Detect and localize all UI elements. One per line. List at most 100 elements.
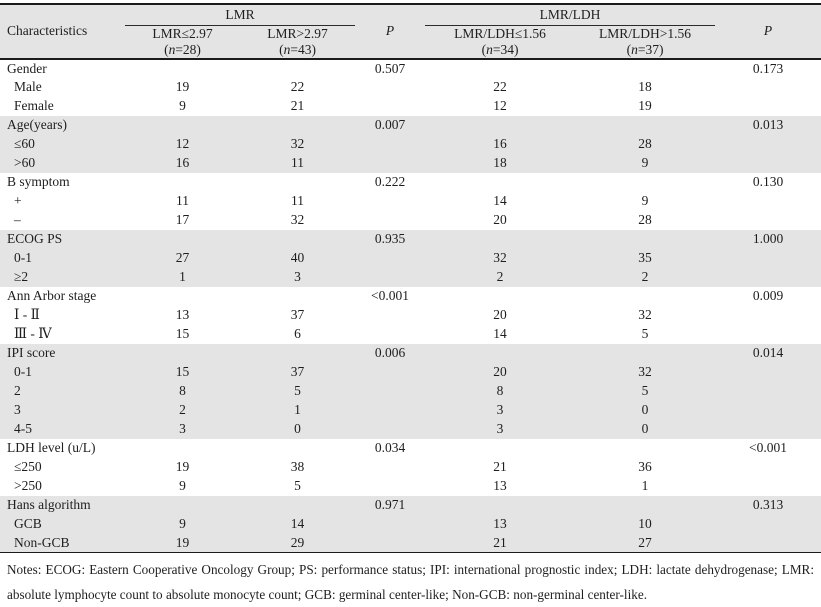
- empty-cell: [425, 173, 575, 192]
- row-label: Male: [14, 79, 42, 94]
- empty-cell: [125, 229, 240, 249]
- group-row-ecog-ps: ECOG PS 0.935 1.000: [0, 229, 821, 249]
- cell-value: 21: [425, 533, 576, 553]
- empty-cell: [715, 267, 821, 287]
- empty-cell: [575, 229, 716, 249]
- row-label: Ⅰ - Ⅱ: [14, 307, 40, 322]
- cell-value: 9: [575, 153, 716, 173]
- empty-cell: [425, 287, 575, 306]
- cell-value: 20: [425, 362, 576, 382]
- cell-value: 36: [638, 459, 652, 474]
- empty-cell: [715, 325, 821, 344]
- cell-value: 15: [175, 326, 190, 341]
- empty-cell: [715, 306, 821, 325]
- cell-value: 2: [575, 267, 716, 287]
- cell-value: 9: [179, 98, 186, 113]
- cell-value: 20: [493, 307, 507, 322]
- empty-cell: [355, 153, 426, 173]
- row-label: LDH level (u/L): [7, 440, 96, 455]
- data-row-ldh-le250: ≤250 19 38 21 36: [0, 458, 821, 477]
- data-row-age-gt60: >60 16 11 18 9: [0, 153, 821, 173]
- empty-cell: [575, 439, 715, 458]
- cell-p-value: 0.014: [715, 343, 821, 363]
- col-header-label: LMR/LDH≤1.56: [454, 25, 546, 41]
- cell-value: 21: [290, 98, 305, 113]
- group-row-ipi-score: IPI score 0.006 0.014: [0, 343, 821, 363]
- empty-cell: [355, 362, 426, 382]
- empty-cell: [240, 173, 355, 192]
- data-row-stage-3-4: Ⅲ - Ⅳ 15 6 14 5: [0, 325, 821, 344]
- cell-value: 9: [125, 514, 240, 534]
- cell-value: 6: [294, 326, 301, 341]
- data-row-ipi-4-5: 4-5 3 0 3 0: [0, 419, 821, 439]
- group-row-ann-arbor: Ann Arbor stage <0.001 0.009: [0, 287, 821, 306]
- row-label: GCB: [0, 514, 125, 534]
- empty-cell: [355, 400, 426, 420]
- row-label: B symptom: [7, 174, 70, 189]
- col-header-label: LMR≤2.97: [152, 25, 213, 41]
- row-label: ≤60: [0, 134, 125, 154]
- col-header-lmr-low: LMR≤2.97 (n=28): [125, 25, 240, 59]
- cell-value: 13: [175, 307, 190, 322]
- cell-value: 5: [240, 381, 356, 401]
- cell-value: 3: [240, 267, 356, 287]
- cell-p-value: 0.507: [374, 60, 406, 76]
- row-label: Female: [14, 98, 54, 113]
- empty-cell: [715, 400, 821, 420]
- cell-value: 32: [425, 248, 576, 268]
- col-header-lmr-ldh-low: LMR/LDH≤1.56 (n=34): [425, 25, 576, 59]
- cell-value: 2: [125, 400, 240, 420]
- cell-value: 28: [638, 212, 652, 227]
- empty-cell: [425, 115, 576, 135]
- cell-value: 18: [425, 153, 576, 173]
- cell-value: 14: [493, 326, 507, 341]
- empty-cell: [355, 477, 425, 496]
- empty-cell: [575, 173, 715, 192]
- cell-value: 3: [425, 400, 576, 420]
- cell-value: 1: [240, 400, 356, 420]
- row-label: Gender: [7, 60, 47, 76]
- data-row-non-gcb: Non-GCB 19 29 21 27: [0, 533, 821, 553]
- col-header-n: (n=34): [481, 41, 519, 57]
- cell-value: 40: [240, 248, 356, 268]
- col-header-lmr-ldh-high: LMR/LDH>1.56 (n=37): [575, 25, 716, 59]
- empty-cell: [125, 287, 240, 306]
- empty-cell: [125, 439, 240, 458]
- cell-value: 9: [179, 478, 186, 493]
- empty-cell: [575, 495, 716, 515]
- cell-value: 9: [641, 193, 649, 208]
- empty-cell: [125, 343, 240, 363]
- empty-cell: [575, 343, 716, 363]
- row-label: 3: [0, 400, 125, 420]
- cell-value: 5: [575, 381, 716, 401]
- cell-value: 29: [240, 533, 356, 553]
- cell-value: 27: [575, 533, 716, 553]
- empty-cell: [125, 173, 240, 192]
- cell-value: 19: [638, 98, 652, 113]
- patient-characteristics-table: Characteristics LMR P LMR/LDH P LMR≤2.97…: [0, 3, 821, 553]
- empty-cell: [715, 458, 821, 477]
- cell-value: 5: [294, 478, 301, 493]
- cell-value: 10: [575, 514, 716, 534]
- data-row-ldh-gt250: >250 9 5 13 1: [0, 477, 821, 496]
- data-row-ecog-ge2: ≥2 1 3 2 2: [0, 267, 821, 287]
- cell-p-value: 0.971: [355, 495, 426, 515]
- cell-value: 13: [493, 478, 507, 493]
- cell-value: 1: [125, 267, 240, 287]
- cell-value: 18: [638, 79, 652, 94]
- table-header: Characteristics LMR P LMR/LDH P LMR≤2.97…: [0, 4, 821, 59]
- cell-value: 32: [638, 307, 652, 322]
- row-label: ECOG PS: [0, 229, 125, 249]
- cell-value: 14: [493, 193, 507, 208]
- cell-p-value: 0.222: [374, 174, 406, 189]
- cell-p-value: 0.130: [752, 174, 784, 189]
- cell-value: 12: [125, 134, 240, 154]
- empty-cell: [240, 495, 356, 515]
- row-label: +: [14, 193, 22, 208]
- row-label: 2: [0, 381, 125, 401]
- data-row-stage-1-2: Ⅰ - Ⅱ 13 37 20 32: [0, 306, 821, 325]
- empty-cell: [355, 97, 425, 116]
- cell-value: 15: [125, 362, 240, 382]
- empty-cell: [575, 59, 715, 78]
- empty-cell: [125, 59, 240, 78]
